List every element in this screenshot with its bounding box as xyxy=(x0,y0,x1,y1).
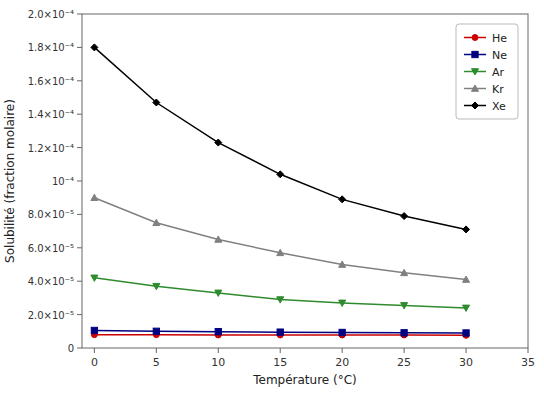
legend-marker xyxy=(472,51,478,57)
point-marker xyxy=(339,329,345,335)
point-marker xyxy=(277,249,284,255)
series-3 xyxy=(91,194,470,282)
x-tick-label: 0 xyxy=(91,356,98,369)
point-marker xyxy=(91,275,98,281)
y-tick-label: 1.6×10⁻⁴ xyxy=(28,76,74,87)
x-tick-label: 20 xyxy=(335,356,349,369)
y-tick-label: 4.0×10⁻⁵ xyxy=(28,276,74,287)
point-marker xyxy=(153,328,159,334)
point-marker xyxy=(339,196,346,203)
point-marker xyxy=(215,236,222,242)
point-marker xyxy=(401,213,408,220)
point-marker xyxy=(463,276,470,282)
plot-area xyxy=(91,44,470,338)
y-tick xyxy=(77,281,82,282)
point-marker xyxy=(215,139,222,146)
y-tick xyxy=(77,348,82,349)
legend-marker xyxy=(472,35,478,41)
series-line xyxy=(94,47,466,229)
legend-marker xyxy=(472,69,479,75)
y-tick-label: 0 xyxy=(68,343,74,354)
point-marker xyxy=(153,99,160,106)
point-marker xyxy=(215,290,222,296)
x-tick-label: 15 xyxy=(273,356,287,369)
y-tick-label: 10⁻⁴ xyxy=(52,176,74,187)
y-tick xyxy=(77,147,82,148)
point-marker xyxy=(277,329,283,335)
series-line xyxy=(94,198,466,280)
point-marker xyxy=(463,330,469,336)
y-axis: 0 2.0×10⁻⁵ 4.0×10⁻⁵ 6.0×10⁻⁵ 8.0×10⁻⁵ 10⁻⁴ 1.2… xyxy=(28,9,82,354)
point-marker xyxy=(277,171,284,178)
legend-marker xyxy=(472,102,479,109)
point-marker xyxy=(91,327,97,333)
x-axis-label: Température (°C) xyxy=(252,373,357,387)
point-marker xyxy=(91,44,98,51)
point-marker xyxy=(153,219,160,225)
legend-marker xyxy=(472,85,479,91)
plot-frame xyxy=(82,14,528,348)
y-tick xyxy=(77,181,82,182)
y-tick xyxy=(77,14,82,15)
legend-label: Kr xyxy=(492,83,504,96)
x-axis: 0 5 10 15 20 25 30 35 xyxy=(91,348,535,369)
x-tick xyxy=(156,348,157,353)
y-tick-label: 2.0×10⁻⁴ xyxy=(28,9,74,20)
y-axis-label: Solubilité (fraction molaire) xyxy=(3,99,17,263)
legend-box xyxy=(456,24,518,119)
legend-label: He xyxy=(492,32,507,45)
point-marker xyxy=(401,303,408,309)
point-marker xyxy=(277,297,284,303)
point-marker xyxy=(339,300,346,306)
point-marker xyxy=(91,194,98,200)
x-tick xyxy=(280,348,281,353)
y-tick-label: 2.0×10⁻⁵ xyxy=(28,310,74,321)
point-marker xyxy=(401,269,408,275)
x-tick xyxy=(342,348,343,353)
y-tick xyxy=(77,80,82,81)
x-tick-label: 5 xyxy=(153,356,160,369)
y-tick-label: 8.0×10⁻⁵ xyxy=(28,209,74,220)
point-marker xyxy=(215,328,221,334)
series-4 xyxy=(91,44,470,233)
chart-svg: 0 5 10 15 20 25 30 35 0 2.0×10⁻⁵ 4.0×10⁻⁵ 6.0×10⁻⁵ 8… xyxy=(0,0,544,394)
y-tick-label: 6.0×10⁻⁵ xyxy=(28,243,74,254)
x-tick-label: 30 xyxy=(459,356,473,369)
series-line xyxy=(94,278,466,308)
series-1 xyxy=(91,327,469,336)
x-tick xyxy=(528,348,529,353)
y-tick-label: 1.4×10⁻⁴ xyxy=(28,109,74,120)
y-tick xyxy=(77,247,82,248)
x-tick xyxy=(404,348,405,353)
point-marker xyxy=(339,261,346,267)
x-tick-label: 25 xyxy=(397,356,411,369)
legend-label: Xe xyxy=(492,100,506,113)
y-tick xyxy=(77,114,82,115)
point-marker xyxy=(463,305,470,311)
x-tick-label: 10 xyxy=(211,356,225,369)
series-2 xyxy=(91,275,470,311)
legend-label: Ar xyxy=(492,66,505,79)
background xyxy=(0,0,544,394)
y-tick-label: 1.8×10⁻⁴ xyxy=(28,42,74,53)
y-tick xyxy=(77,214,82,215)
x-tick xyxy=(218,348,219,353)
x-tick xyxy=(466,348,467,353)
legend: He Ne Ar Kr Xe xyxy=(456,24,518,119)
point-marker xyxy=(153,283,160,289)
y-tick xyxy=(77,47,82,48)
chart-container: 0 5 10 15 20 25 30 35 0 2.0×10⁻⁵ 4.0×10⁻⁵ 6.0×10⁻⁵ 8… xyxy=(0,0,544,394)
point-marker xyxy=(463,226,470,233)
y-tick xyxy=(77,314,82,315)
x-tick-label: 35 xyxy=(521,356,535,369)
x-tick xyxy=(94,348,95,353)
legend-label: Ne xyxy=(492,49,507,62)
point-marker xyxy=(401,330,407,336)
y-tick-label: 1.2×10⁻⁴ xyxy=(28,143,74,154)
